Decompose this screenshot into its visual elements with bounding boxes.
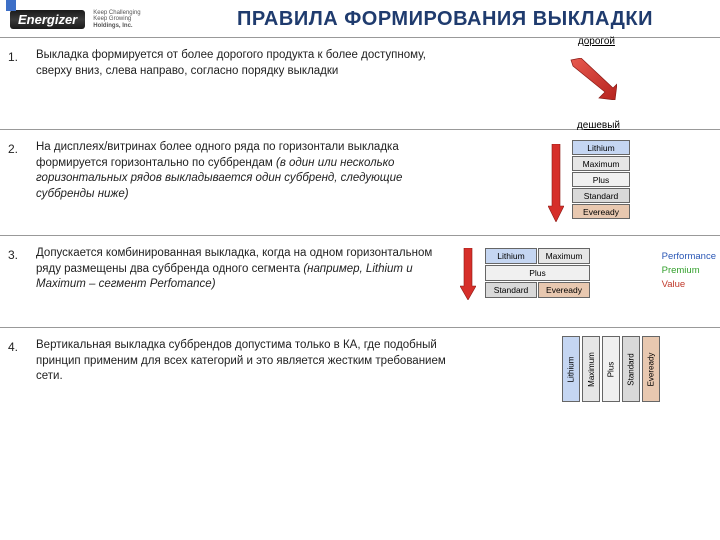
segment-value: Value [662,278,716,292]
cell-standard: Standard [485,282,537,298]
brand-stack-horizontal: Lithium Maximum Plus Standard Eveready [562,336,660,402]
rule-text: Выкладка формируется от более дорогого п… [36,48,446,79]
cell-eveready: Eveready [538,282,590,298]
brand-box-lithium: Lithium [572,140,630,155]
cell-plus: Plus [485,265,590,281]
brand-box-plus: Plus [572,172,630,187]
header: Energizer Keep Challenging Keep Growing … [0,0,720,38]
brand-stack-vertical: Lithium Maximum Plus Standard Eveready [572,140,630,219]
rule-number: 2. [8,140,26,156]
rule-text: Вертикальная выкладка суббрендов допусти… [36,338,446,385]
page-title: ПРАВИЛА ФОРМИРОВАНИЯ ВЫКЛАДКИ [180,8,710,31]
rule-number: 1. [8,48,26,64]
logo-brand: Energizer [10,10,85,29]
label-expensive: дорогой [578,36,615,47]
logo-tagline-2: Keep Growing [93,16,140,23]
rule-row-3: 3. Допускается комбинированная выкладка,… [0,236,720,328]
rule-row-4: 4. Вертикальная выкладка суббрендов допу… [0,328,720,428]
brand-grid-2x3: Lithium Maximum Plus Standard Eveready [485,248,590,298]
arrow-diagonal-icon [569,58,617,100]
cell-maximum: Maximum [538,248,590,264]
logo-block: Energizer Keep Challenging Keep Growing … [10,10,180,30]
vert-maximum: Maximum [582,336,600,402]
logo-brand-text: Energizer [18,12,77,27]
vert-eveready: Eveready [642,336,660,402]
vert-standard: Standard [622,336,640,402]
segment-legend: Performance Premium Value [662,250,716,291]
rule-text: На дисплеях/витринах более одного ряда п… [36,140,446,202]
cell-lithium: Lithium [485,248,537,264]
rule-row-1: дорогой 1. Выкладка формируется от более… [0,38,720,130]
brand-box-maximum: Maximum [572,156,630,171]
segment-performance: Performance [662,250,716,264]
rule-row-2: 2. На дисплеях/витринах более одного ряд… [0,130,720,236]
arrow-down-icon [460,248,476,300]
segment-premium: Premium [662,264,716,278]
logo-tagline-1: Keep Challenging [93,10,140,17]
brand-box-standard: Standard [572,188,630,203]
rule-text: Допускается комбинированная выкладка, ко… [36,246,446,293]
arrow-down-icon [548,144,564,222]
battery-icon [4,0,18,12]
logo-company: Holdings, Inc. [93,23,140,30]
rule-number: 4. [8,338,26,354]
vert-plus: Plus [602,336,620,402]
rule-number: 3. [8,246,26,262]
logo-sub: Keep Challenging Keep Growing Holdings, … [91,10,140,30]
vert-lithium: Lithium [562,336,580,402]
brand-box-eveready: Eveready [572,204,630,219]
